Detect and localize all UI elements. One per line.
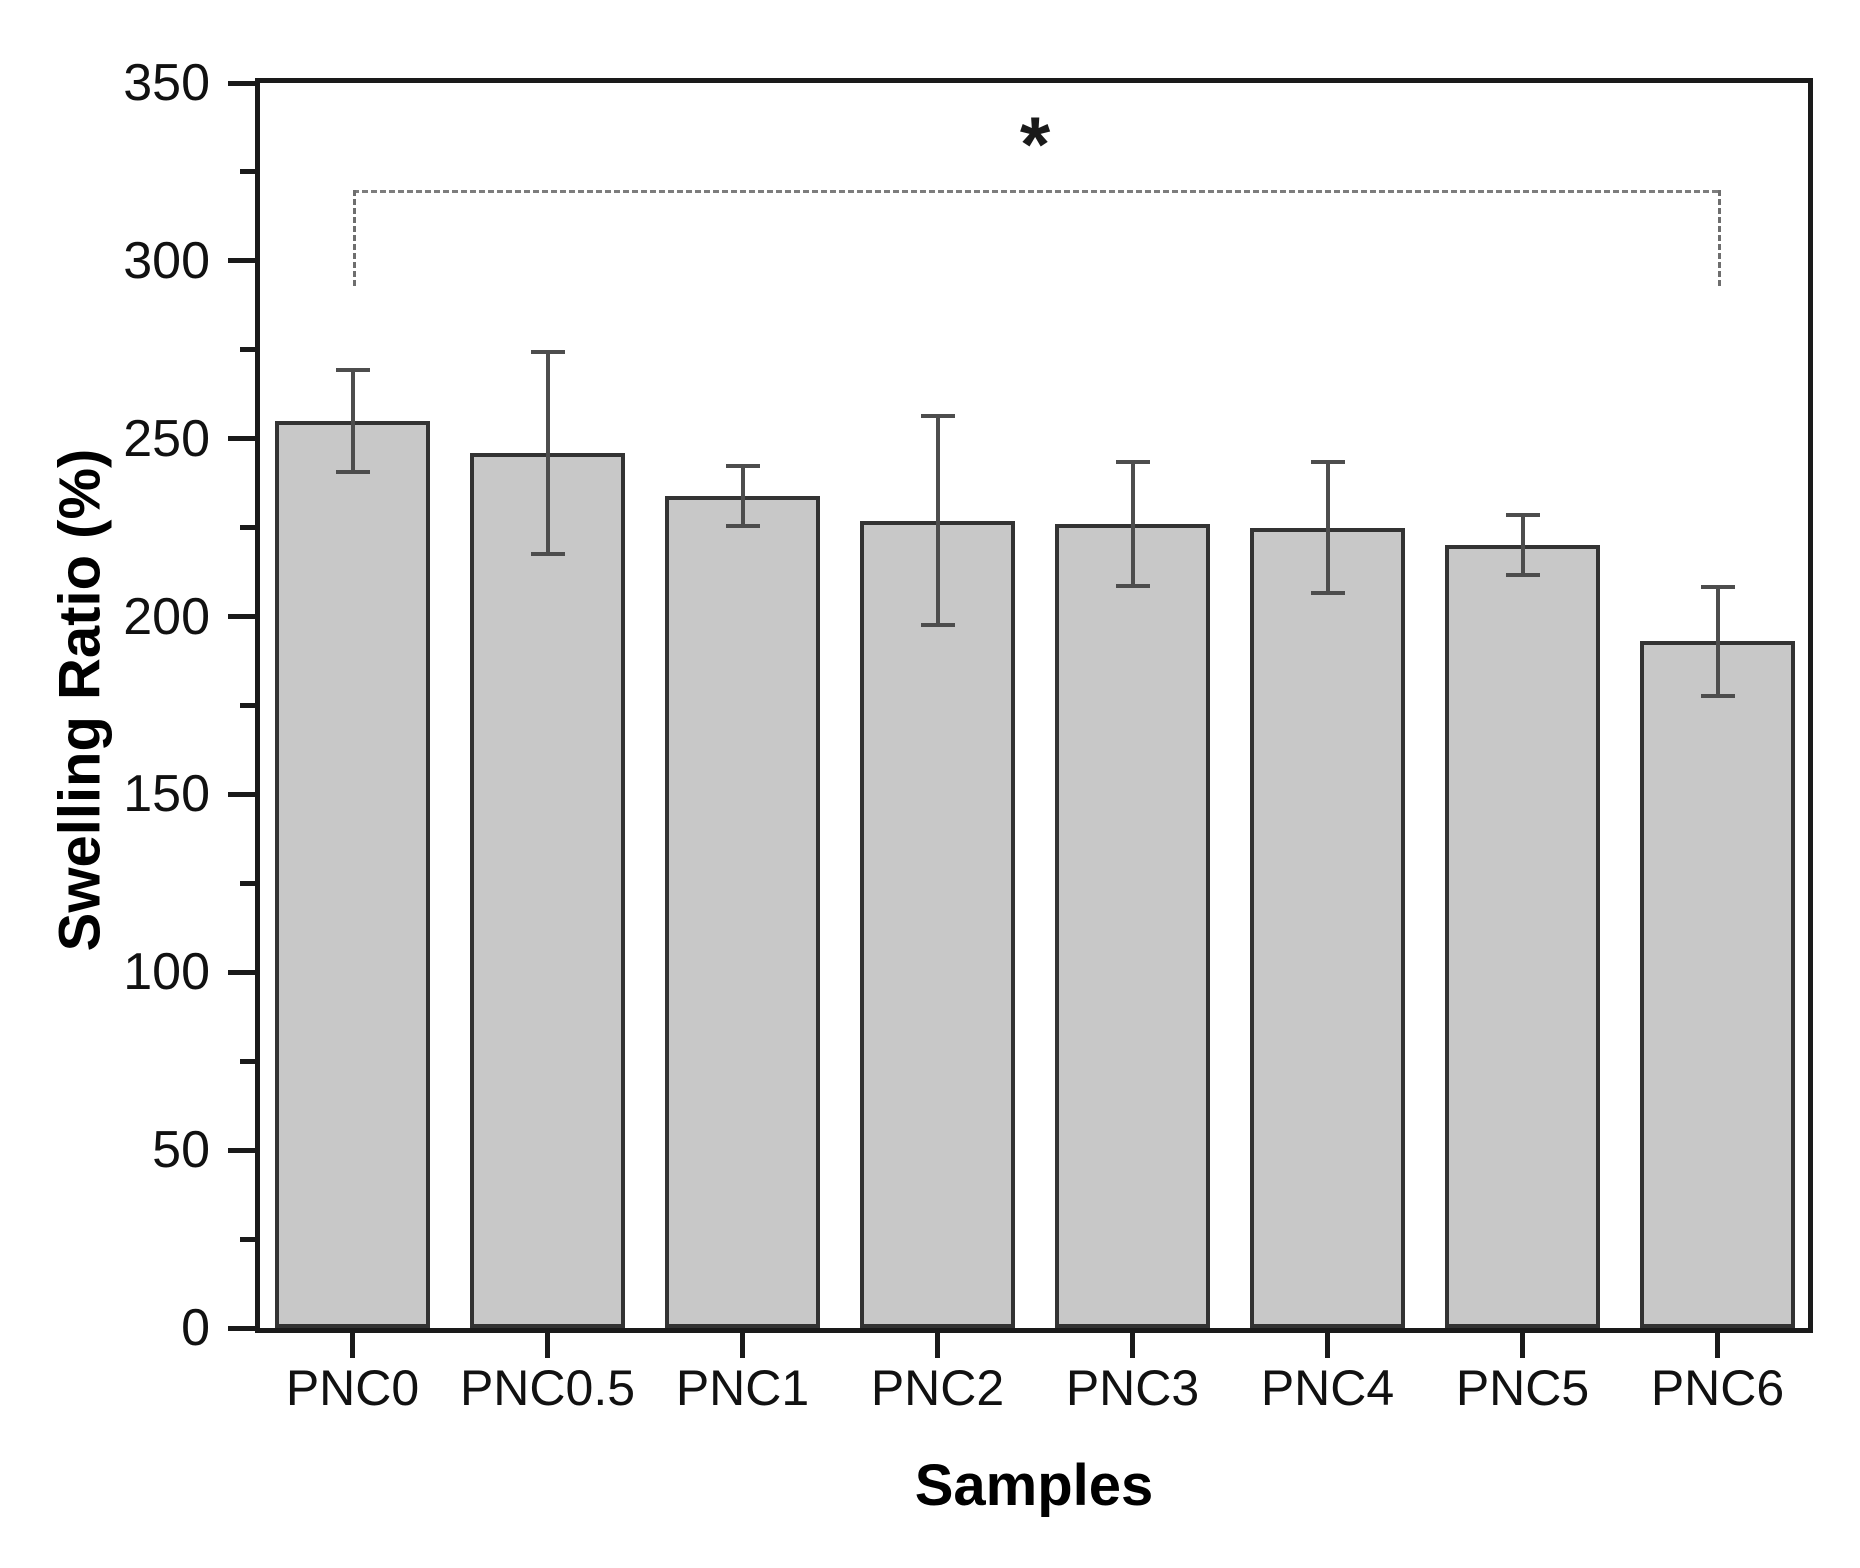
error-cap-top-PNC0.5 [530,349,565,354]
plot-area: * 0 50 100 150 200 250 300 350 PNC0 PNC0.5 PNC1 PNC… [123,57,1813,1413]
x-tick-label-PNC4: PNC4 [1260,1360,1395,1416]
y-tick-label-150: 150 [123,765,210,824]
bar-PNC3 [1055,524,1210,1328]
x-tick-PNC0 [350,1333,355,1358]
error-bar-PNC6 [1700,584,1735,699]
error-stem-PNC6 [1715,584,1720,699]
y-axis-title: Swelling Ratio (%) [47,448,113,952]
y-tick-label-250: 250 [123,409,210,468]
error-stem-PNC3 [1130,460,1135,589]
y-tick-label-50: 50 [152,1121,210,1180]
x-tick-PNC6 [1715,1333,1720,1358]
error-bar-PNC1 [725,463,760,528]
error-cap-bottom-PNC0.5 [530,552,565,557]
x-tick-label-PNC0.5: PNC0.5 [459,1360,636,1416]
error-cap-bottom-PNC2 [920,623,955,628]
bar-PNC1 [665,495,820,1328]
error-cap-top-PNC6 [1700,584,1735,589]
y-tick-label-300: 300 [123,231,210,290]
x-tick-label-PNC5: PNC5 [1455,1360,1590,1416]
error-cap-top-PNC5 [1505,513,1540,518]
bar-PNC2 [860,520,1015,1328]
y-minor-tick-325 [240,169,255,175]
error-bar-PNC0.5 [530,349,565,557]
x-tick-label-PNC6: PNC6 [1650,1360,1785,1416]
y-major-tick-0 [228,1325,255,1331]
y-major-tick-300 [228,258,255,264]
error-stem-PNC4 [1325,460,1330,596]
significance-asterisk: * [1019,100,1051,188]
bar-PNC0 [275,420,430,1328]
bar-PNC4 [1250,527,1405,1328]
error-stem-PNC2 [935,413,940,628]
x-tick-PNC2 [935,1333,940,1358]
y-minor-tick-75 [240,1058,255,1064]
error-stem-PNC0.5 [545,349,550,557]
error-cap-bottom-PNC5 [1505,573,1540,578]
error-cap-top-PNC1 [725,463,760,468]
error-cap-bottom-PNC1 [725,523,760,528]
error-stem-PNC5 [1520,513,1525,578]
error-cap-bottom-PNC4 [1310,591,1345,596]
x-tick-PNC0.5 [545,1333,550,1358]
y-major-tick-200 [228,614,255,620]
error-cap-top-PNC2 [920,413,955,418]
x-tick-label-PNC1: PNC1 [675,1360,810,1416]
y-major-tick-150 [228,791,255,797]
bar-PNC0.5 [470,452,625,1328]
y-tick-label-200: 200 [123,587,210,646]
error-cap-bottom-PNC3 [1115,584,1150,589]
bar-PNC5 [1445,545,1600,1328]
y-minor-tick-25 [240,1236,255,1242]
y-minor-tick-125 [240,880,255,886]
y-minor-tick-175 [240,703,255,708]
x-tick-label-PNC3: PNC3 [1065,1360,1200,1416]
y-minor-tick-225 [240,525,255,531]
error-bar-PNC3 [1115,460,1150,589]
error-stem-PNC0 [350,367,355,475]
error-stem-PNC1 [740,463,745,528]
error-cap-top-PNC0 [335,367,370,372]
y-tick-label-0: 0 [181,1299,210,1357]
x-tick-PNC1 [740,1333,745,1358]
significance-bracket-line [352,189,1718,193]
x-tick-PNC3 [1130,1333,1135,1358]
x-tick-PNC4 [1325,1333,1330,1358]
y-major-tick-100 [228,969,255,975]
error-bar-PNC5 [1505,513,1540,578]
y-tick-label-100: 100 [123,943,210,1002]
significance-bracket-right-drop [1717,189,1721,286]
y-major-tick-250 [228,436,255,442]
significance-bracket-left-drop [352,189,356,286]
x-tick-PNC5 [1520,1333,1525,1358]
error-cap-top-PNC3 [1115,460,1150,465]
y-major-tick-50 [228,1147,255,1153]
error-cap-bottom-PNC6 [1700,694,1735,699]
error-cap-top-PNC4 [1310,460,1345,465]
y-tick-label-350: 350 [123,54,210,112]
error-cap-bottom-PNC0 [335,470,370,475]
error-bar-PNC4 [1310,460,1345,596]
x-tick-label-PNC2: PNC2 [870,1360,1005,1416]
error-bar-PNC2 [920,413,955,628]
x-tick-label-PNC0: PNC0 [285,1360,420,1416]
y-minor-tick-275 [240,347,255,353]
y-major-tick-350 [228,80,255,86]
x-axis-title: Samples [914,1453,1154,1518]
error-bar-PNC0 [335,367,370,475]
bar-PNC6 [1640,641,1795,1328]
